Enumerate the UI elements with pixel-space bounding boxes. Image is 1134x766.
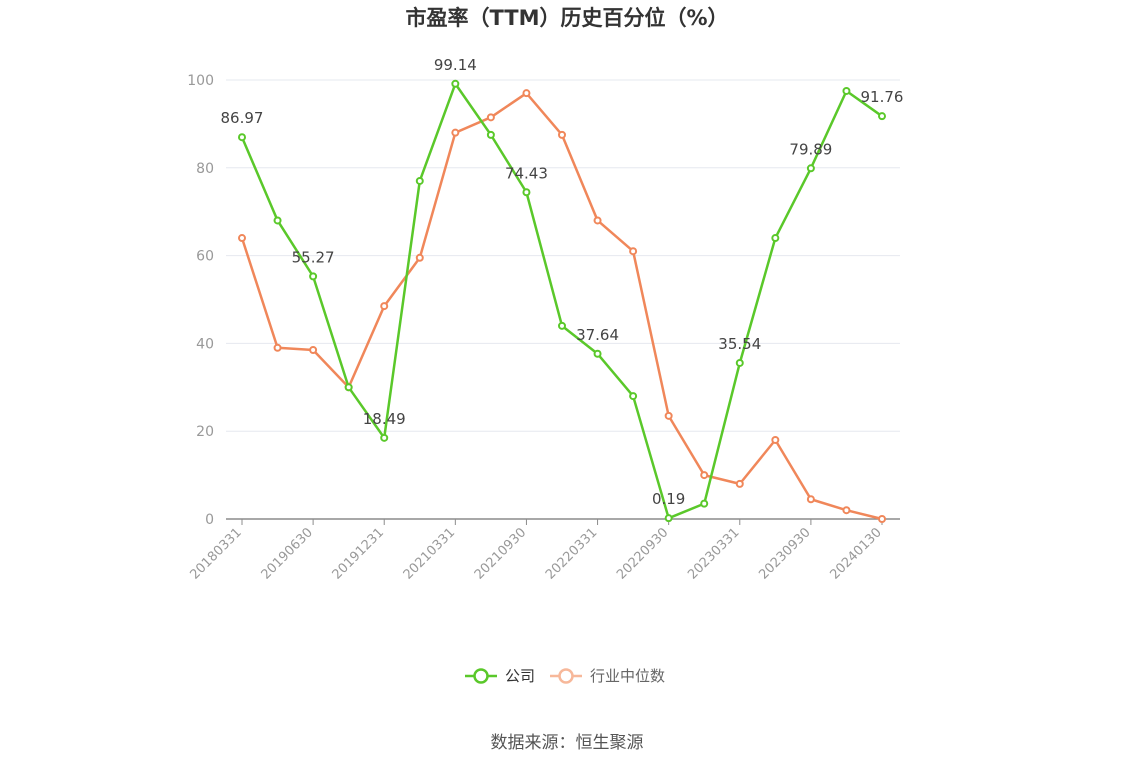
x-tick-label: 20220331 (543, 525, 600, 582)
data-point (558, 130, 566, 139)
y-tick-label: 60 (196, 249, 214, 265)
series-line-0 (240, 82, 883, 520)
series-line-1 (240, 91, 883, 521)
data-point (238, 133, 246, 142)
data-source: 数据来源：恒生聚源 (491, 733, 644, 753)
data-point (415, 253, 424, 262)
y-tick-label: 100 (187, 73, 214, 89)
data-point (771, 435, 780, 444)
data-point (878, 112, 886, 121)
chart-title: 市盈率（TTM）历史百分位（%） (405, 6, 728, 30)
data-point (700, 499, 709, 508)
x-tick-label: 20230331 (685, 525, 742, 582)
data-point (806, 164, 815, 173)
x-tick-label: 20210930 (472, 525, 529, 582)
data-point (842, 86, 851, 95)
x-tick-label: 20220930 (614, 525, 671, 582)
legend-marker (473, 668, 489, 684)
legend-label: 行业中位数 (590, 667, 665, 685)
data-point (486, 113, 495, 122)
legend[interactable]: 公司 行业中位数 (465, 667, 665, 685)
series-group (238, 79, 886, 523)
x-tick-label: 20190630 (259, 525, 316, 582)
legend-item-0[interactable]: 公司 (465, 667, 535, 685)
data-point (309, 272, 318, 281)
data-point (451, 128, 460, 137)
data-point (878, 515, 886, 523)
data-point (380, 433, 389, 442)
x-axis: 20180331 20190630 20191231 20210331 20210930… (187, 518, 900, 583)
data-label: 0.19 (652, 490, 685, 508)
x-tick-label: 20210331 (401, 525, 458, 582)
data-label: 86.97 (221, 109, 264, 127)
data-point (629, 392, 638, 401)
data-label: 18.49 (363, 410, 406, 428)
y-tick-label: 0 (205, 512, 214, 528)
data-label: 37.64 (576, 326, 619, 344)
data-label: 35.54 (718, 335, 761, 353)
data-point (842, 506, 851, 515)
data-point (522, 89, 531, 98)
data-point (380, 302, 389, 311)
data-point (593, 216, 602, 225)
data-point (664, 514, 673, 523)
data-point (415, 176, 424, 185)
y-axis: 0 20 40 60 80 100 (187, 73, 214, 528)
data-point (273, 216, 282, 225)
x-tick-label: 20191231 (330, 525, 387, 582)
data-point (273, 343, 282, 352)
grid-lines (226, 79, 900, 432)
data-point (309, 345, 318, 354)
y-tick-label: 80 (196, 161, 214, 177)
x-tick-label: 20180331 (187, 525, 244, 582)
data-point (238, 234, 246, 243)
x-tick-label: 20240130 (827, 525, 884, 582)
data-point (806, 495, 815, 504)
data-point (522, 188, 531, 197)
data-point (735, 479, 744, 488)
legend-label: 公司 (505, 667, 535, 685)
data-point (451, 79, 460, 88)
data-label: 99.14 (434, 56, 477, 74)
data-point (344, 383, 353, 392)
y-tick-label: 40 (196, 336, 214, 352)
data-point (629, 247, 638, 256)
data-label: 55.27 (292, 248, 335, 266)
legend-item-1[interactable]: 行业中位数 (550, 667, 665, 685)
data-point (558, 321, 566, 330)
data-point (735, 358, 744, 367)
data-label: 91.76 (861, 88, 904, 106)
data-point (664, 411, 673, 420)
data-point (593, 349, 602, 358)
legend-marker (558, 668, 574, 684)
data-point (771, 234, 780, 243)
x-tick-label: 20230930 (756, 525, 813, 582)
data-label: 74.43 (505, 164, 548, 182)
data-labels: 86.97 55.27 18.49 99.14 74.43 37.64 0.19 35.54 7… (221, 56, 904, 508)
data-label: 79.89 (789, 140, 832, 158)
y-tick-label: 20 (196, 424, 214, 440)
data-point (486, 130, 495, 139)
data-point (700, 471, 709, 480)
